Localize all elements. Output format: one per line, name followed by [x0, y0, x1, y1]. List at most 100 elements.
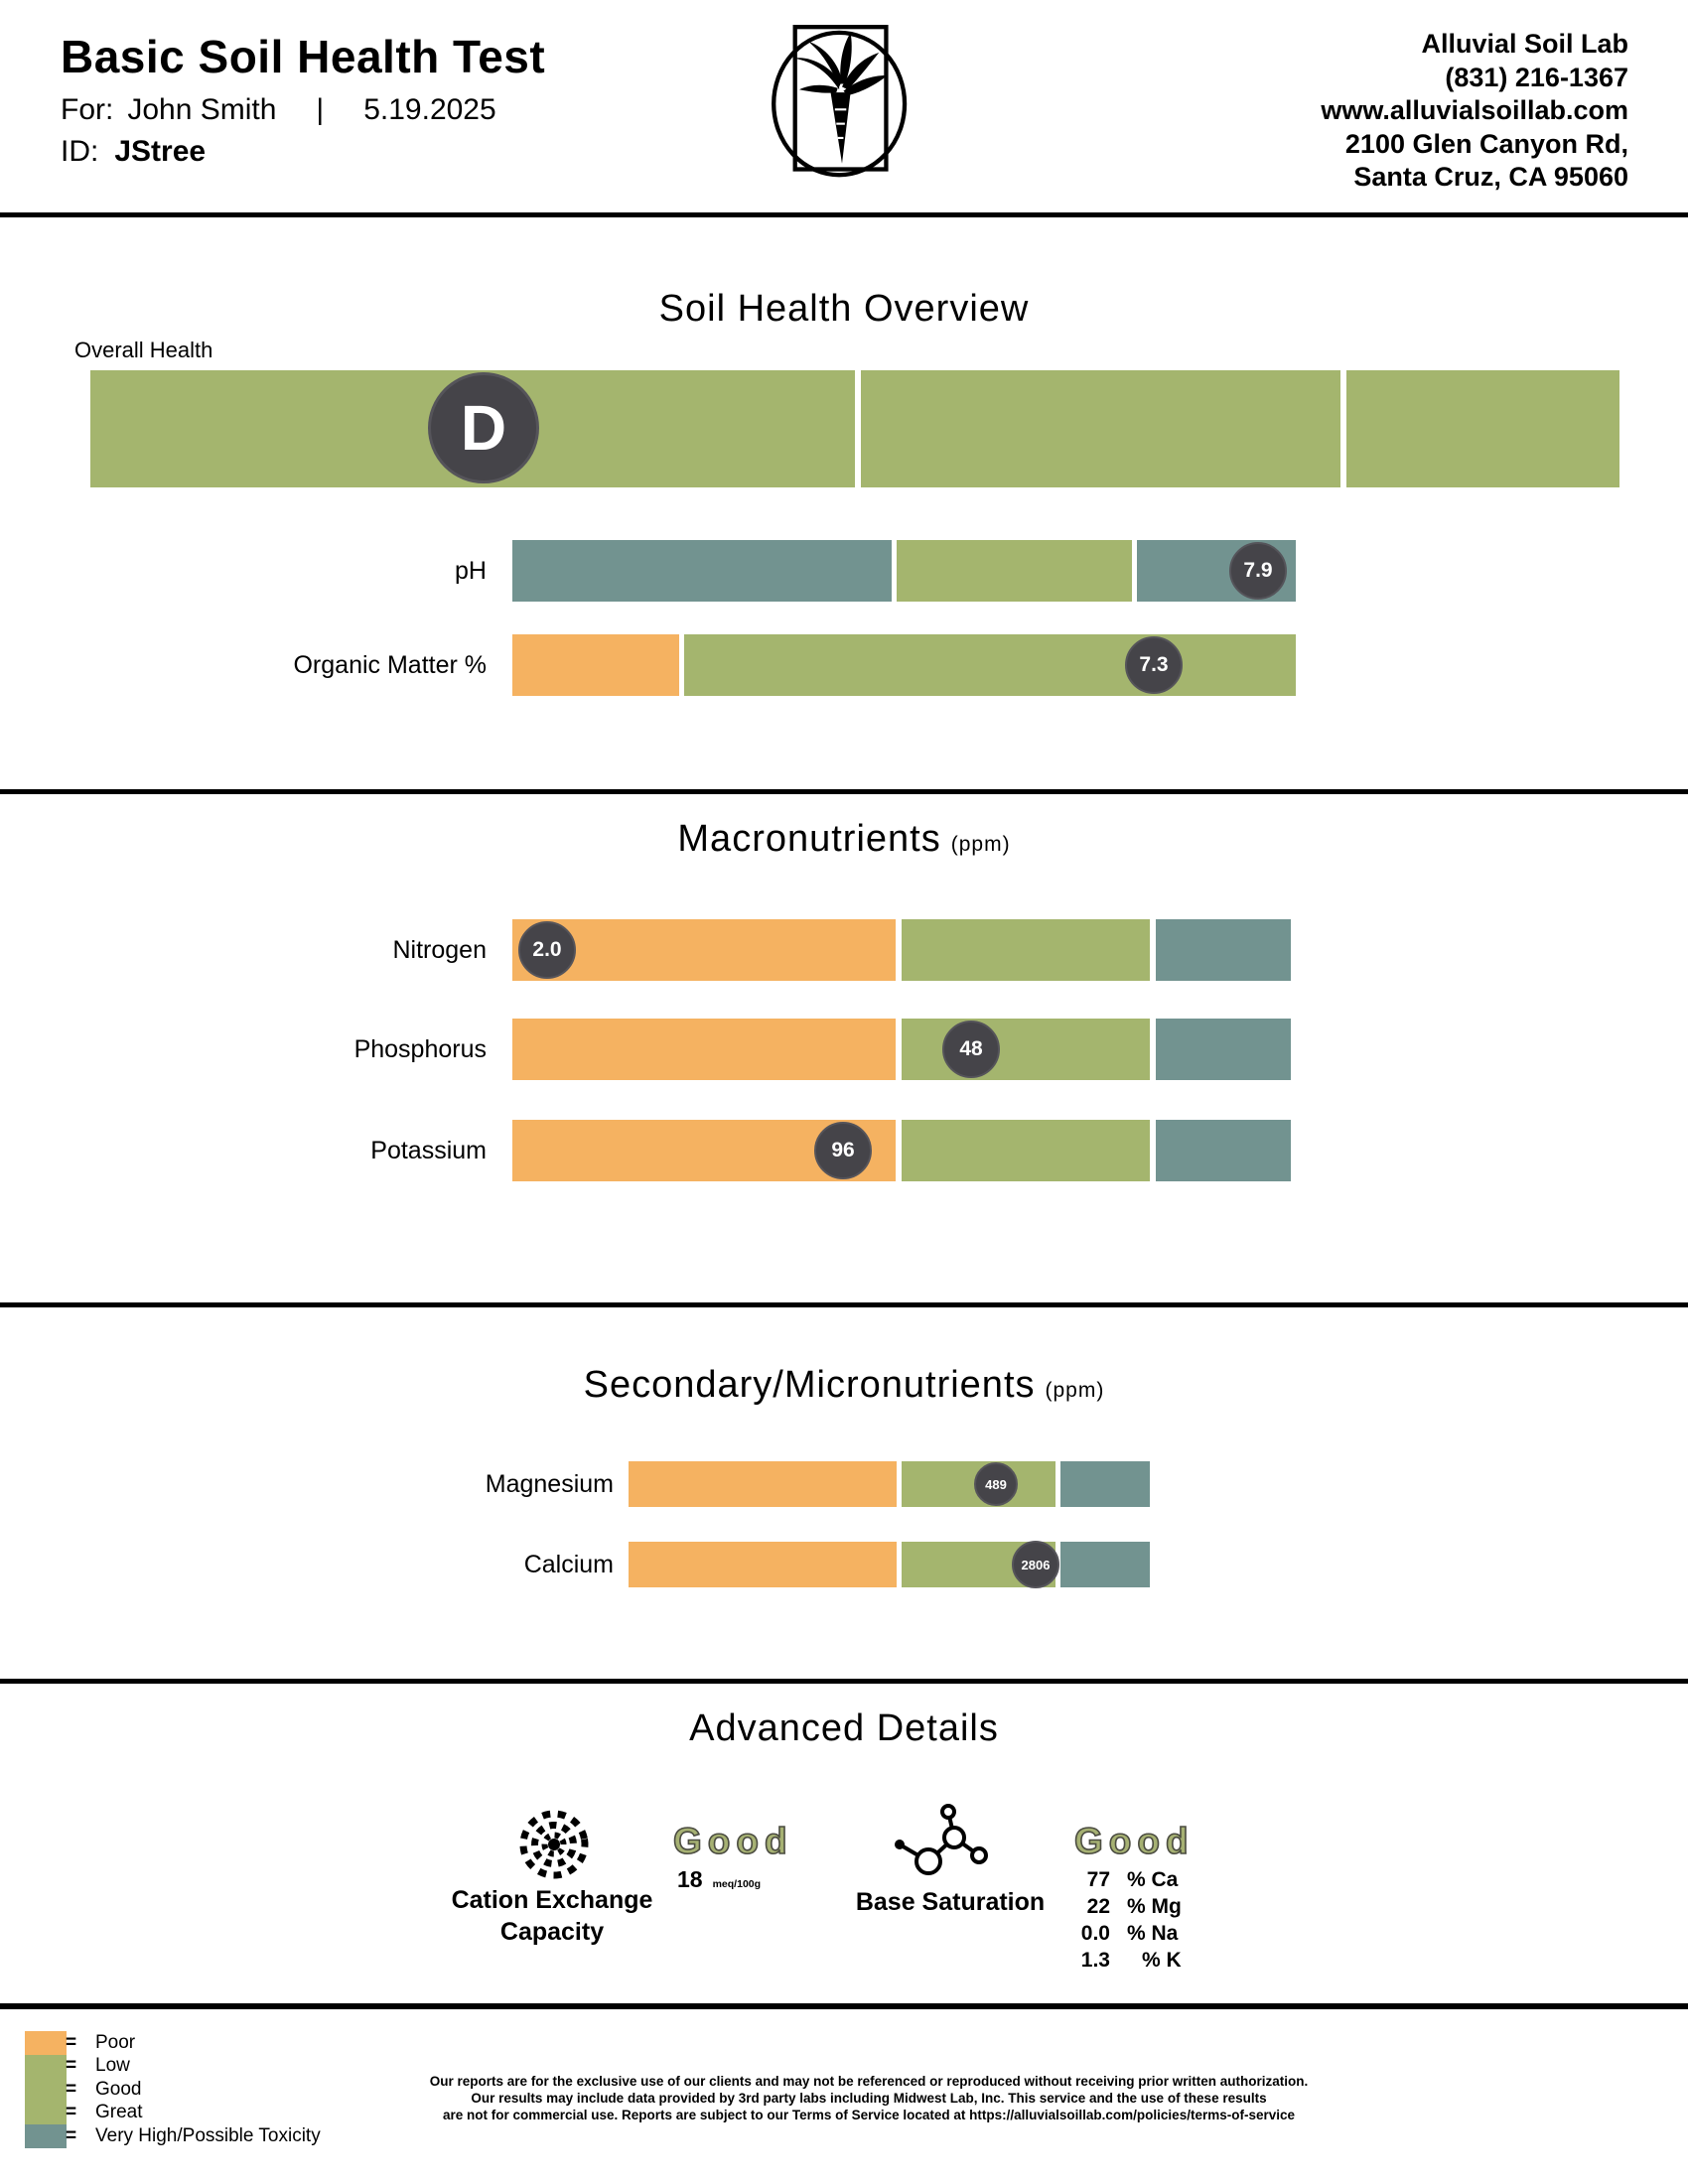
sample-id: JStree — [114, 135, 207, 168]
footer-divider — [0, 2003, 1688, 2009]
legend-eq: = — [66, 2102, 77, 2123]
disclaimer-line2: Our results may include data provided by… — [471, 2091, 1267, 2106]
legend-swatch-poor — [25, 2031, 67, 2055]
overall-bar-segment-3 — [1346, 370, 1619, 487]
cec-rating: Good — [672, 1820, 793, 1862]
mg-unit: % Mg — [1127, 1894, 1182, 1918]
header-divider — [0, 212, 1688, 217]
overview-divider — [0, 789, 1688, 794]
calcium-bar-segment-high — [1060, 1542, 1150, 1587]
report-title: Basic Soil Health Test — [61, 31, 546, 82]
cation-exchange-icon — [514, 1805, 594, 1884]
disclaimer: Our reports are for the exclusive use of… — [367, 2073, 1370, 2123]
om-bar-segment-poor — [512, 634, 679, 696]
potassium-bar — [512, 1120, 1291, 1181]
sample-id-line: ID: JStree — [61, 135, 206, 169]
legend-item-poor: = Poor — [66, 2031, 321, 2055]
nitrogen-bar-segment-high — [1156, 919, 1291, 981]
macronutrients-unit: (ppm) — [950, 833, 1011, 856]
disclaimer-line1: Our reports are for the exclusive use of… — [429, 2074, 1309, 2089]
potassium-bar-segment-good — [902, 1120, 1150, 1181]
cec-value: 18 — [677, 1866, 703, 1892]
report-date: 5.19.2025 — [363, 93, 496, 126]
legend-item-very-high: = Very High/Possible Toxicity — [66, 2124, 321, 2148]
legend-label-very-high: Very High/Possible Toxicity — [95, 2124, 321, 2146]
phosphorus-bar-segment-good — [902, 1019, 1150, 1080]
base-saturation-label: Base Saturation — [855, 1888, 1046, 1916]
macronutrients-title: Macronutrients (ppm) — [0, 818, 1688, 861]
na-unit: % Na — [1127, 1921, 1179, 1945]
ph-bar-segment-low — [512, 540, 892, 602]
lab-address-1: 2100 Glen Canyon Rd, — [1344, 128, 1628, 159]
macronutrients-divider — [0, 1302, 1688, 1307]
overall-health-bar — [90, 370, 1619, 487]
base-saturation-row-na: 0.0 % Na — [1058, 1920, 1182, 1947]
potassium-label: Potassium — [370, 1137, 487, 1164]
base-saturation-row-k: 1.3 % K — [1058, 1947, 1182, 1974]
magnesium-label: Magnesium — [485, 1470, 614, 1498]
carrot-logo-icon — [757, 12, 927, 199]
legend-item-low: = Low — [66, 2055, 321, 2079]
phosphorus-bar-segment-poor — [512, 1019, 896, 1080]
advanced-title-text: Advanced Details — [689, 1707, 999, 1749]
organic-matter-bar — [512, 634, 1296, 696]
lab-website: www.alluvialsoillab.com — [1321, 95, 1628, 125]
client-name: John Smith — [127, 93, 277, 126]
lab-contact-block: Alluvial Soil Lab (831) 216-1367 www.all… — [1321, 28, 1628, 195]
na-value: 0.0 — [1080, 1921, 1110, 1945]
legend-item-good: = Good — [66, 2078, 321, 2102]
lab-name: Alluvial Soil Lab — [1421, 29, 1628, 59]
ph-value-badge: 7.9 — [1229, 542, 1287, 600]
organic-matter-label: Organic Matter % — [293, 651, 487, 679]
legend-eq: = — [66, 2031, 77, 2053]
magnesium-bar-segment-high — [1060, 1461, 1150, 1507]
potassium-value-badge: 96 — [814, 1122, 872, 1179]
legend-eq: = — [66, 2124, 77, 2146]
nitrogen-bar-segment-good — [902, 919, 1150, 981]
base-saturation-row-mg: 22 % Mg — [1058, 1893, 1182, 1920]
nitrogen-value-badge: 2.0 — [518, 921, 576, 979]
base-saturation-row-ca: 77 % Ca — [1058, 1866, 1182, 1893]
potassium-bar-segment-high — [1156, 1120, 1291, 1181]
disclaimer-line3: are not for commercial use. Reports are … — [442, 2108, 1295, 2122]
phosphorus-bar-segment-high — [1156, 1019, 1291, 1080]
legend-label-good: Good — [95, 2078, 142, 2100]
base-saturation-table: 77 % Ca 22 % Mg 0.0 % Na 1.3 % K — [1058, 1866, 1182, 1974]
micronutrients-title: Secondary/Micronutrients (ppm) — [0, 1364, 1688, 1407]
magnesium-value-badge: 489 — [974, 1462, 1018, 1506]
calcium-bar — [629, 1542, 1150, 1587]
legend-swatch-low-good-great — [25, 2055, 67, 2124]
legend-eq: = — [66, 2078, 77, 2100]
calcium-bar-segment-poor — [629, 1542, 897, 1587]
nitrogen-bar — [512, 919, 1291, 981]
calcium-value-badge: 2806 — [1012, 1541, 1059, 1588]
overview-title: Soil Health Overview — [0, 288, 1688, 331]
advanced-title: Advanced Details — [0, 1707, 1688, 1750]
nitrogen-bar-segment-poor — [512, 919, 896, 981]
micronutrients-unit: (ppm) — [1045, 1379, 1105, 1402]
for-label: For: — [61, 93, 114, 126]
micronutrients-divider — [0, 1679, 1688, 1684]
cec-label-line1: Cation Exchange — [451, 1886, 653, 1914]
legend-label-great: Great — [95, 2102, 143, 2123]
ph-label: pH — [455, 557, 487, 585]
magnesium-bar — [629, 1461, 1150, 1507]
ca-value: 77 — [1086, 1867, 1110, 1891]
cec-value-line: 18 meq/100g — [677, 1866, 761, 1893]
legend-item-great: = Great — [66, 2102, 321, 2125]
mg-value: 22 — [1086, 1894, 1110, 1918]
id-label: ID: — [61, 135, 99, 168]
ca-unit: % Ca — [1127, 1867, 1179, 1891]
cec-unit: meq/100g — [712, 1878, 762, 1890]
overall-grade-badge: D — [428, 372, 539, 483]
lab-phone: (831) 216-1367 — [1445, 62, 1628, 92]
legend-swatch-very-high — [25, 2124, 67, 2148]
ph-bar-segment-good — [897, 540, 1132, 602]
phosphorus-label: Phosphorus — [353, 1035, 487, 1063]
k-unit: % K — [1142, 1948, 1182, 1972]
phosphorus-value-badge: 48 — [942, 1021, 1000, 1078]
organic-matter-value-badge: 7.3 — [1125, 636, 1183, 694]
cation-exchange-label: Cation Exchange Capacity — [403, 1884, 701, 1948]
legend: = Poor = Low = Good = Great = Very High/… — [66, 2031, 321, 2148]
